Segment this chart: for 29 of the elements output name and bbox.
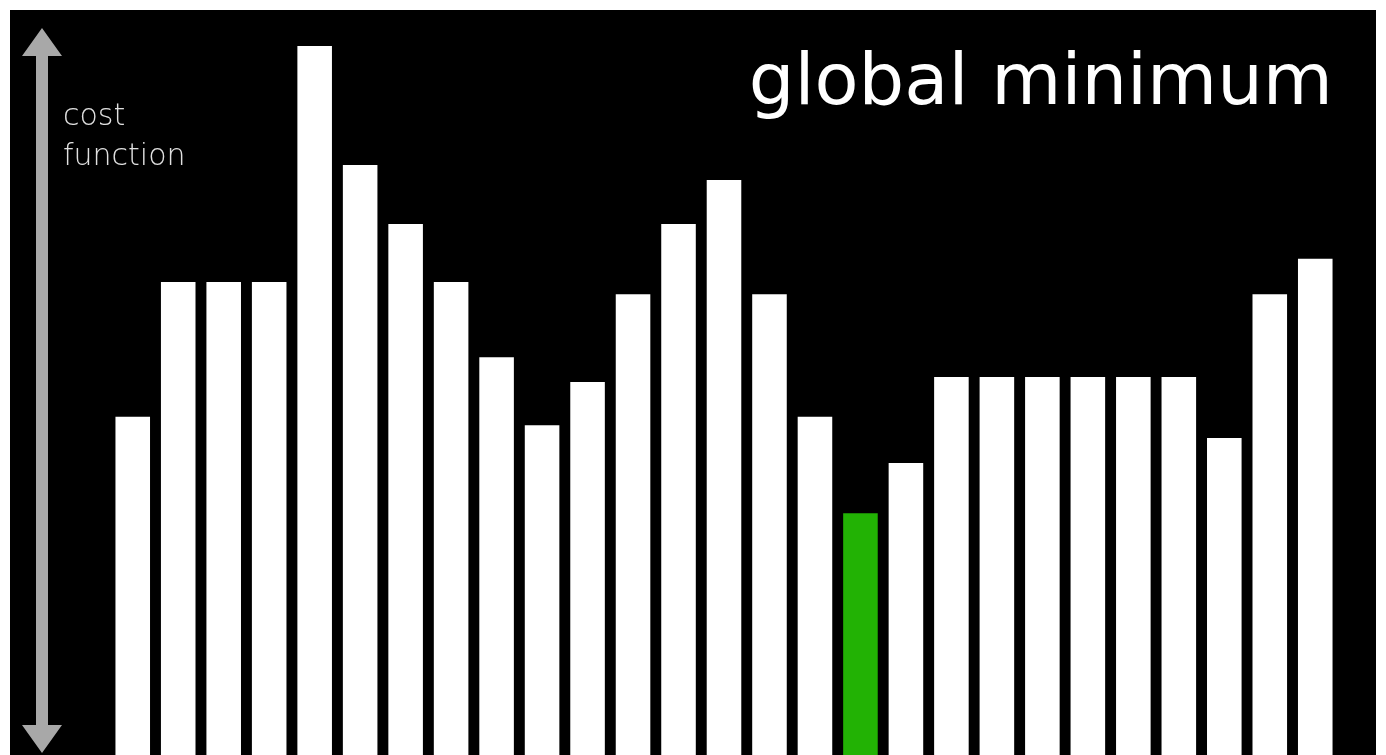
y-axis-title: cost function (63, 96, 187, 174)
bar (524, 425, 560, 755)
bar (1116, 377, 1151, 755)
bar (115, 416, 151, 755)
bar (979, 377, 1015, 755)
bar (615, 294, 651, 755)
bar (1252, 294, 1288, 755)
bar (706, 180, 742, 755)
bar (160, 282, 196, 755)
bar (1207, 438, 1242, 755)
bar (934, 377, 969, 755)
bar (843, 513, 878, 755)
bar (206, 282, 241, 755)
bar (797, 416, 833, 755)
bar (1070, 377, 1106, 755)
bar (1161, 377, 1197, 755)
bar (342, 165, 378, 755)
bar (251, 282, 287, 755)
chart-title: global minimum (748, 37, 1333, 121)
bar (752, 294, 787, 755)
bar (388, 223, 423, 755)
bar (1297, 258, 1333, 755)
bar (888, 462, 924, 755)
bar (661, 223, 696, 755)
bar (479, 357, 514, 755)
bar (570, 382, 605, 755)
bar (1025, 377, 1060, 755)
bar (297, 46, 332, 755)
bar (433, 282, 469, 755)
